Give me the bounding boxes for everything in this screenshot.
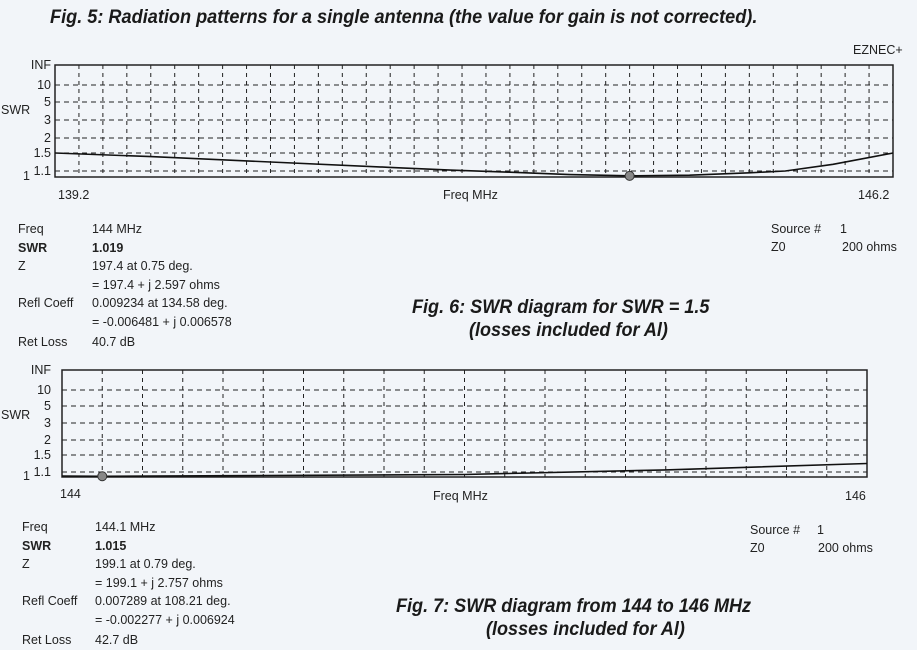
swr-curve [54,152,894,177]
y-tick-label: INF [31,363,52,377]
source-label-2: Source # [750,523,801,537]
z0-label-1: Z0 [771,240,786,254]
y-tick-label: 1.1 [34,164,51,178]
y-tick-label: 10 [37,383,51,397]
y-tick-label: 5 [44,399,51,413]
y-tick-label: INF [31,58,52,72]
y-tick-label: 2 [44,433,51,447]
swr-chart-fig6: INF 10 5 3 21.5 1.1 1 [23,58,894,183]
readout-value: 144 MHz [92,222,143,236]
source-label-1: Source # [771,222,822,236]
readout-value: 197.4 at 0.75 deg. [92,259,193,273]
readout-value: = 199.1 + j 2.757 ohms [95,576,223,590]
swr-curve [61,462,868,478]
readout-label: SWR [22,539,52,553]
chart1-xlabel: Freq MHz [443,188,498,202]
y-tick-label: 1.1 [34,465,51,479]
y-tick-label: 3 [44,416,51,430]
plot-frame [54,64,894,178]
y-tick-label: 1 [23,469,30,483]
readout-value: = 197.4 + j 2.597 ohms [92,278,220,292]
readout-value: 144.1 MHz [95,520,156,534]
y-tick-label: 3 [44,113,51,127]
readout-label: Refl Coeff [22,594,78,608]
z0-value-2: 200 ohms [818,541,873,555]
y-tick-label: 2 [44,131,51,145]
readout-value: 1.015 [95,539,127,553]
readout-value: 0.007289 at 108.21 deg. [95,594,231,608]
frequency-marker [624,170,635,181]
chart2-xtick-max: 146 [845,489,866,503]
readout-value: = -0.006481 + j 0.006578 [92,315,232,329]
readout-label: Ret Loss [18,335,68,349]
fig6-caption-line2: (losses included for Al) [469,320,668,341]
readout-label: Ret Loss [22,633,72,647]
chart2-ylabel: SWR [1,408,31,422]
readout-value: 0.009234 at 134.58 deg. [92,296,228,310]
readout-label: SWR [18,241,48,255]
fig7-caption-line1: Fig. 7: SWR diagram from 144 to 146 MHz [396,596,752,617]
source-value-1: 1 [840,222,847,236]
readout-label: Freq [18,222,44,236]
chart1-xtick-max: 146.2 [858,188,890,202]
readout-label: Z [18,259,26,273]
fig5-caption: Fig. 5: Radiation patterns for a single … [50,6,758,28]
readout-value: 199.1 at 0.79 deg. [95,557,196,571]
y-tick-label: 1 [23,169,30,183]
source-value-2: 1 [817,523,824,537]
fig7-caption-line2: (losses included for Al) [486,619,685,640]
readout-value: 40.7 dB [92,335,136,349]
readout-label: Freq [22,520,48,534]
readout-value: 1.019 [92,241,124,255]
y-tick-label: 5 [44,95,51,109]
chart1-xtick-min: 139.2 [58,188,90,202]
z0-value-1: 200 ohms [842,240,897,254]
y-tick-label: 1.5 [34,146,51,160]
eznec-watermark: EZNEC+ [853,43,903,57]
y-tick-label: 10 [37,78,51,92]
chart2-xtick-min: 144 [60,487,81,501]
chart2-xlabel: Freq MHz [433,489,488,503]
fig6-caption-line1: Fig. 6: SWR diagram for SWR = 1.5 [412,297,710,318]
z0-label-2: Z0 [750,541,765,555]
y-tick-label: 1.5 [34,448,51,462]
readout-value: = -0.002277 + j 0.006924 [95,613,235,627]
readout-label: Z [22,557,30,571]
readout-label: Refl Coeff [18,296,74,310]
readout-value: 42.7 dB [95,633,139,647]
frequency-marker [97,471,108,482]
swr-chart-fig7: INF 10 5 3 21.5 1.1 1 [23,363,868,483]
chart1-ylabel: SWR [1,103,31,117]
